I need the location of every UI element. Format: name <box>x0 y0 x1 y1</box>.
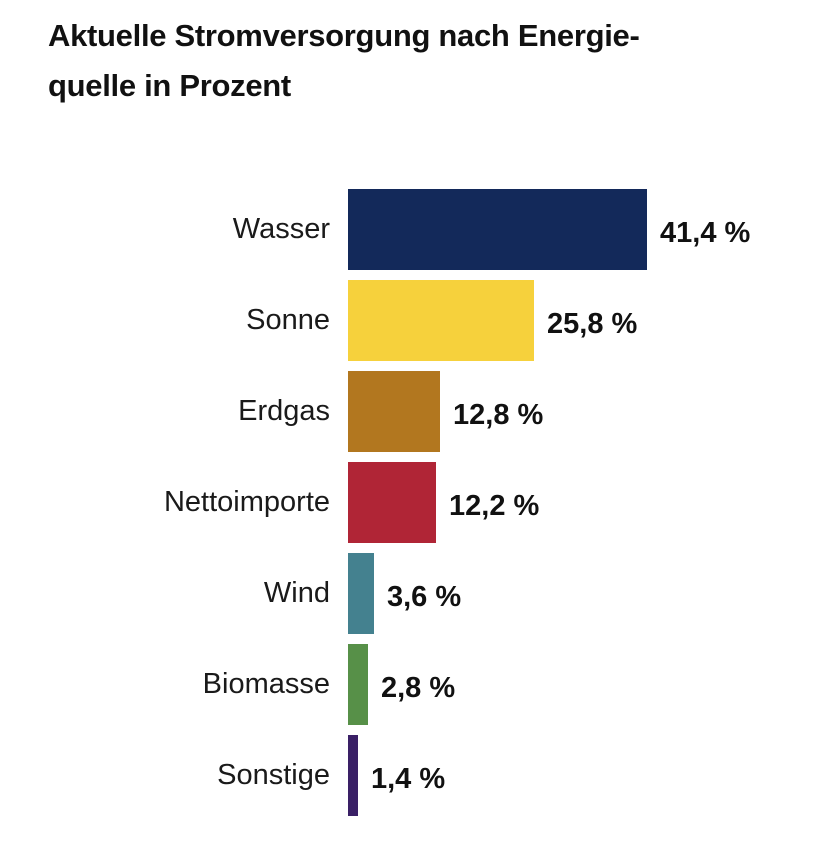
bar-row: Nettoimporte 12,2 % <box>0 462 750 543</box>
chart-title: Aktuelle Stromversorgung nach Energie-qu… <box>48 11 640 111</box>
value-label: 1,4 % <box>371 763 446 795</box>
category-label: Nettoimporte <box>163 486 330 518</box>
category-label: Wind <box>263 577 330 609</box>
category-label: Biomasse <box>202 668 330 700</box>
bar-erdgas <box>348 371 440 452</box>
bar-row: Biomasse 2,8 % <box>0 644 750 725</box>
value-label: 41,4 % <box>660 217 751 249</box>
bar-chart: Wasser 41,4 % Sonne 25,8 % Erdgas 12,8 % Netto… <box>0 189 750 816</box>
bar-row: Wasser 41,4 % <box>0 189 750 270</box>
category-label: Sonstige <box>217 759 330 791</box>
bar-sonstige <box>348 735 358 816</box>
bar-row: Sonstige 1,4 % <box>0 735 750 816</box>
category-label: Sonne <box>246 304 330 336</box>
category-label: Erdgas <box>238 395 330 427</box>
bar-row: Sonne 25,8 % <box>0 280 750 361</box>
chart-title-line2: quelle in Prozent <box>48 68 291 103</box>
value-label: 12,8 % <box>453 399 544 431</box>
bar-biomasse <box>348 644 368 725</box>
category-label: Wasser <box>232 213 330 245</box>
bar-wind <box>348 553 374 634</box>
bar-row: Erdgas 12,8 % <box>0 371 750 452</box>
bar-nettoimporte <box>348 462 436 543</box>
chart-title-line1: Aktuelle Stromversorgung nach Energie- <box>48 18 640 53</box>
bar-sonne <box>348 280 534 361</box>
value-label: 12,2 % <box>449 490 540 522</box>
value-label: 25,8 % <box>547 308 638 340</box>
value-label: 2,8 % <box>381 672 456 704</box>
bar-row: Wind 3,6 % <box>0 553 750 634</box>
value-label: 3,6 % <box>387 581 462 613</box>
bar-wasser <box>348 189 647 270</box>
